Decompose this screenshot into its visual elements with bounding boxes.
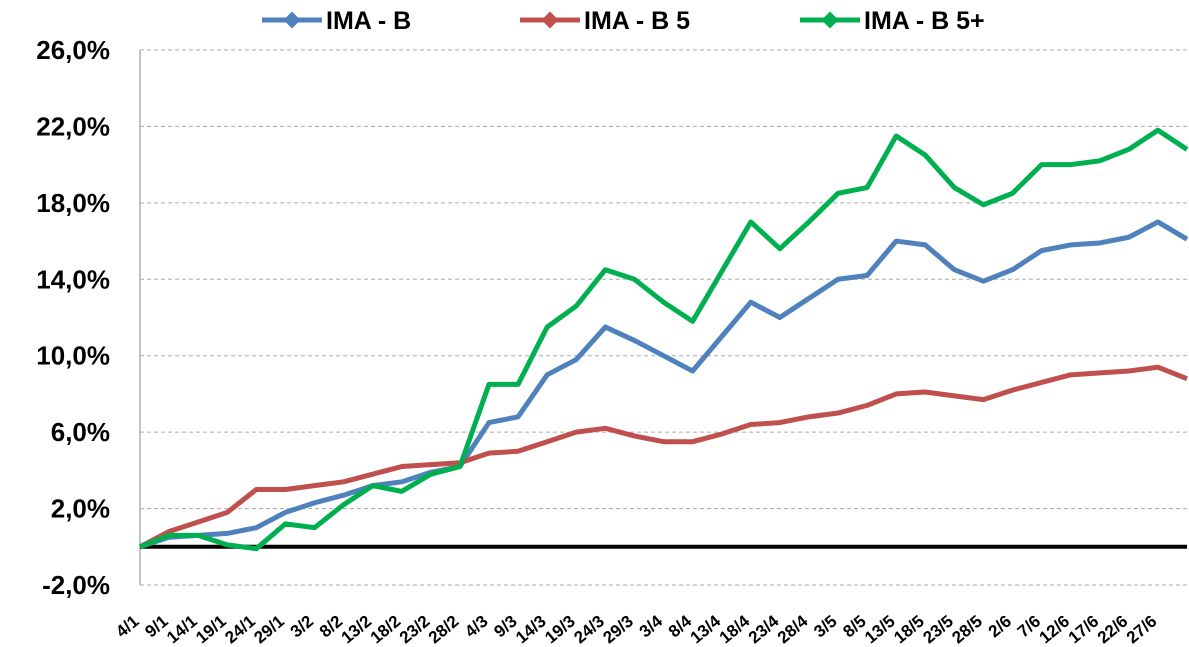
x-tick-label: 28/4	[774, 611, 812, 647]
x-tick-label: 29/1	[250, 612, 288, 647]
y-tick-label: 22,0%	[36, 111, 110, 141]
x-tick-label: 4/1	[112, 612, 142, 642]
legend-marker	[821, 11, 839, 29]
y-tick-label: 10,0%	[36, 341, 110, 371]
y-tick-label: 14,0%	[36, 264, 110, 294]
x-tick-label: 3/4	[636, 611, 667, 641]
legend-marker	[283, 11, 301, 29]
series-line	[139, 219, 1189, 550]
legend-label: IMA - B 5	[584, 7, 690, 35]
x-tick-label: 29/3	[599, 612, 637, 647]
series-line	[139, 127, 1189, 552]
x-tick-label: 3/2	[287, 612, 317, 642]
x-tick-label: 27/6	[1123, 612, 1161, 647]
x-tick-label: 28/5	[948, 612, 986, 647]
x-tick-label: 4/3	[461, 612, 491, 642]
y-tick-label: 18,0%	[36, 188, 110, 218]
y-tick-label: 6,0%	[51, 417, 110, 447]
x-tick-label: 3/5	[810, 612, 840, 642]
y-tick-label: 26,0%	[36, 35, 110, 65]
legend-label: IMA - B 5+	[864, 7, 985, 35]
x-tick-label: 2/6	[985, 612, 1015, 642]
series-line	[138, 364, 1188, 549]
y-tick-label: -2,0%	[42, 570, 110, 600]
x-tick-label: 28/2	[425, 612, 463, 647]
legend-label: IMA - B	[326, 7, 411, 35]
y-tick-label: 2,0%	[51, 494, 110, 524]
legend-marker	[541, 11, 559, 29]
